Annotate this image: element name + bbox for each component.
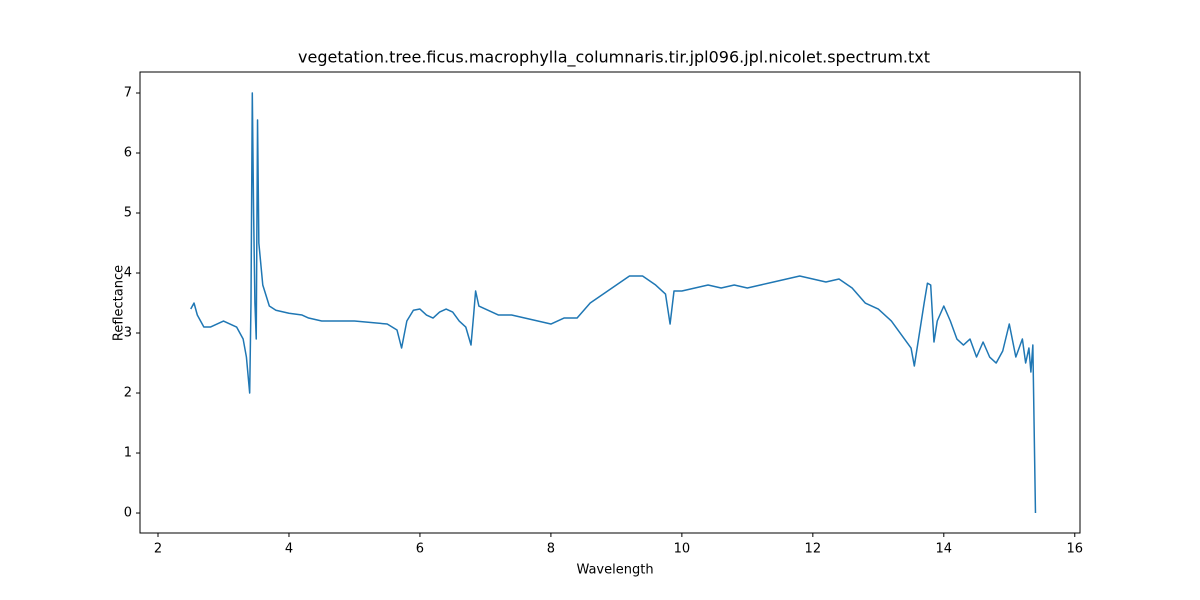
x-tick-label: 10	[674, 542, 691, 557]
y-tick-label: 1	[124, 446, 132, 461]
x-axis-label: Wavelength	[576, 563, 653, 578]
chart-title: vegetation.tree.ficus.macrophylla_column…	[298, 48, 930, 68]
y-tick-label: 7	[124, 86, 132, 101]
axes-frame	[139, 71, 1081, 534]
y-tick-label: 2	[124, 386, 132, 401]
x-tick-label: 8	[547, 542, 555, 557]
y-tick-label: 0	[124, 506, 132, 521]
x-tick-label: 16	[1066, 542, 1083, 557]
y-axis-label: Reflectance	[112, 265, 127, 341]
y-tick-label: 5	[124, 206, 132, 221]
x-tick-label: 2	[154, 542, 162, 557]
y-tick-label: 3	[124, 326, 132, 341]
x-tick-label: 14	[936, 542, 953, 557]
x-tick-label: 6	[416, 542, 424, 557]
x-tick-label: 4	[285, 542, 293, 557]
line-series	[190, 92, 1037, 514]
plot-area	[190, 92, 1037, 514]
y-tick-label: 6	[124, 146, 132, 161]
y-tick-label: 4	[124, 266, 132, 281]
x-tick-label: 12	[805, 542, 822, 557]
